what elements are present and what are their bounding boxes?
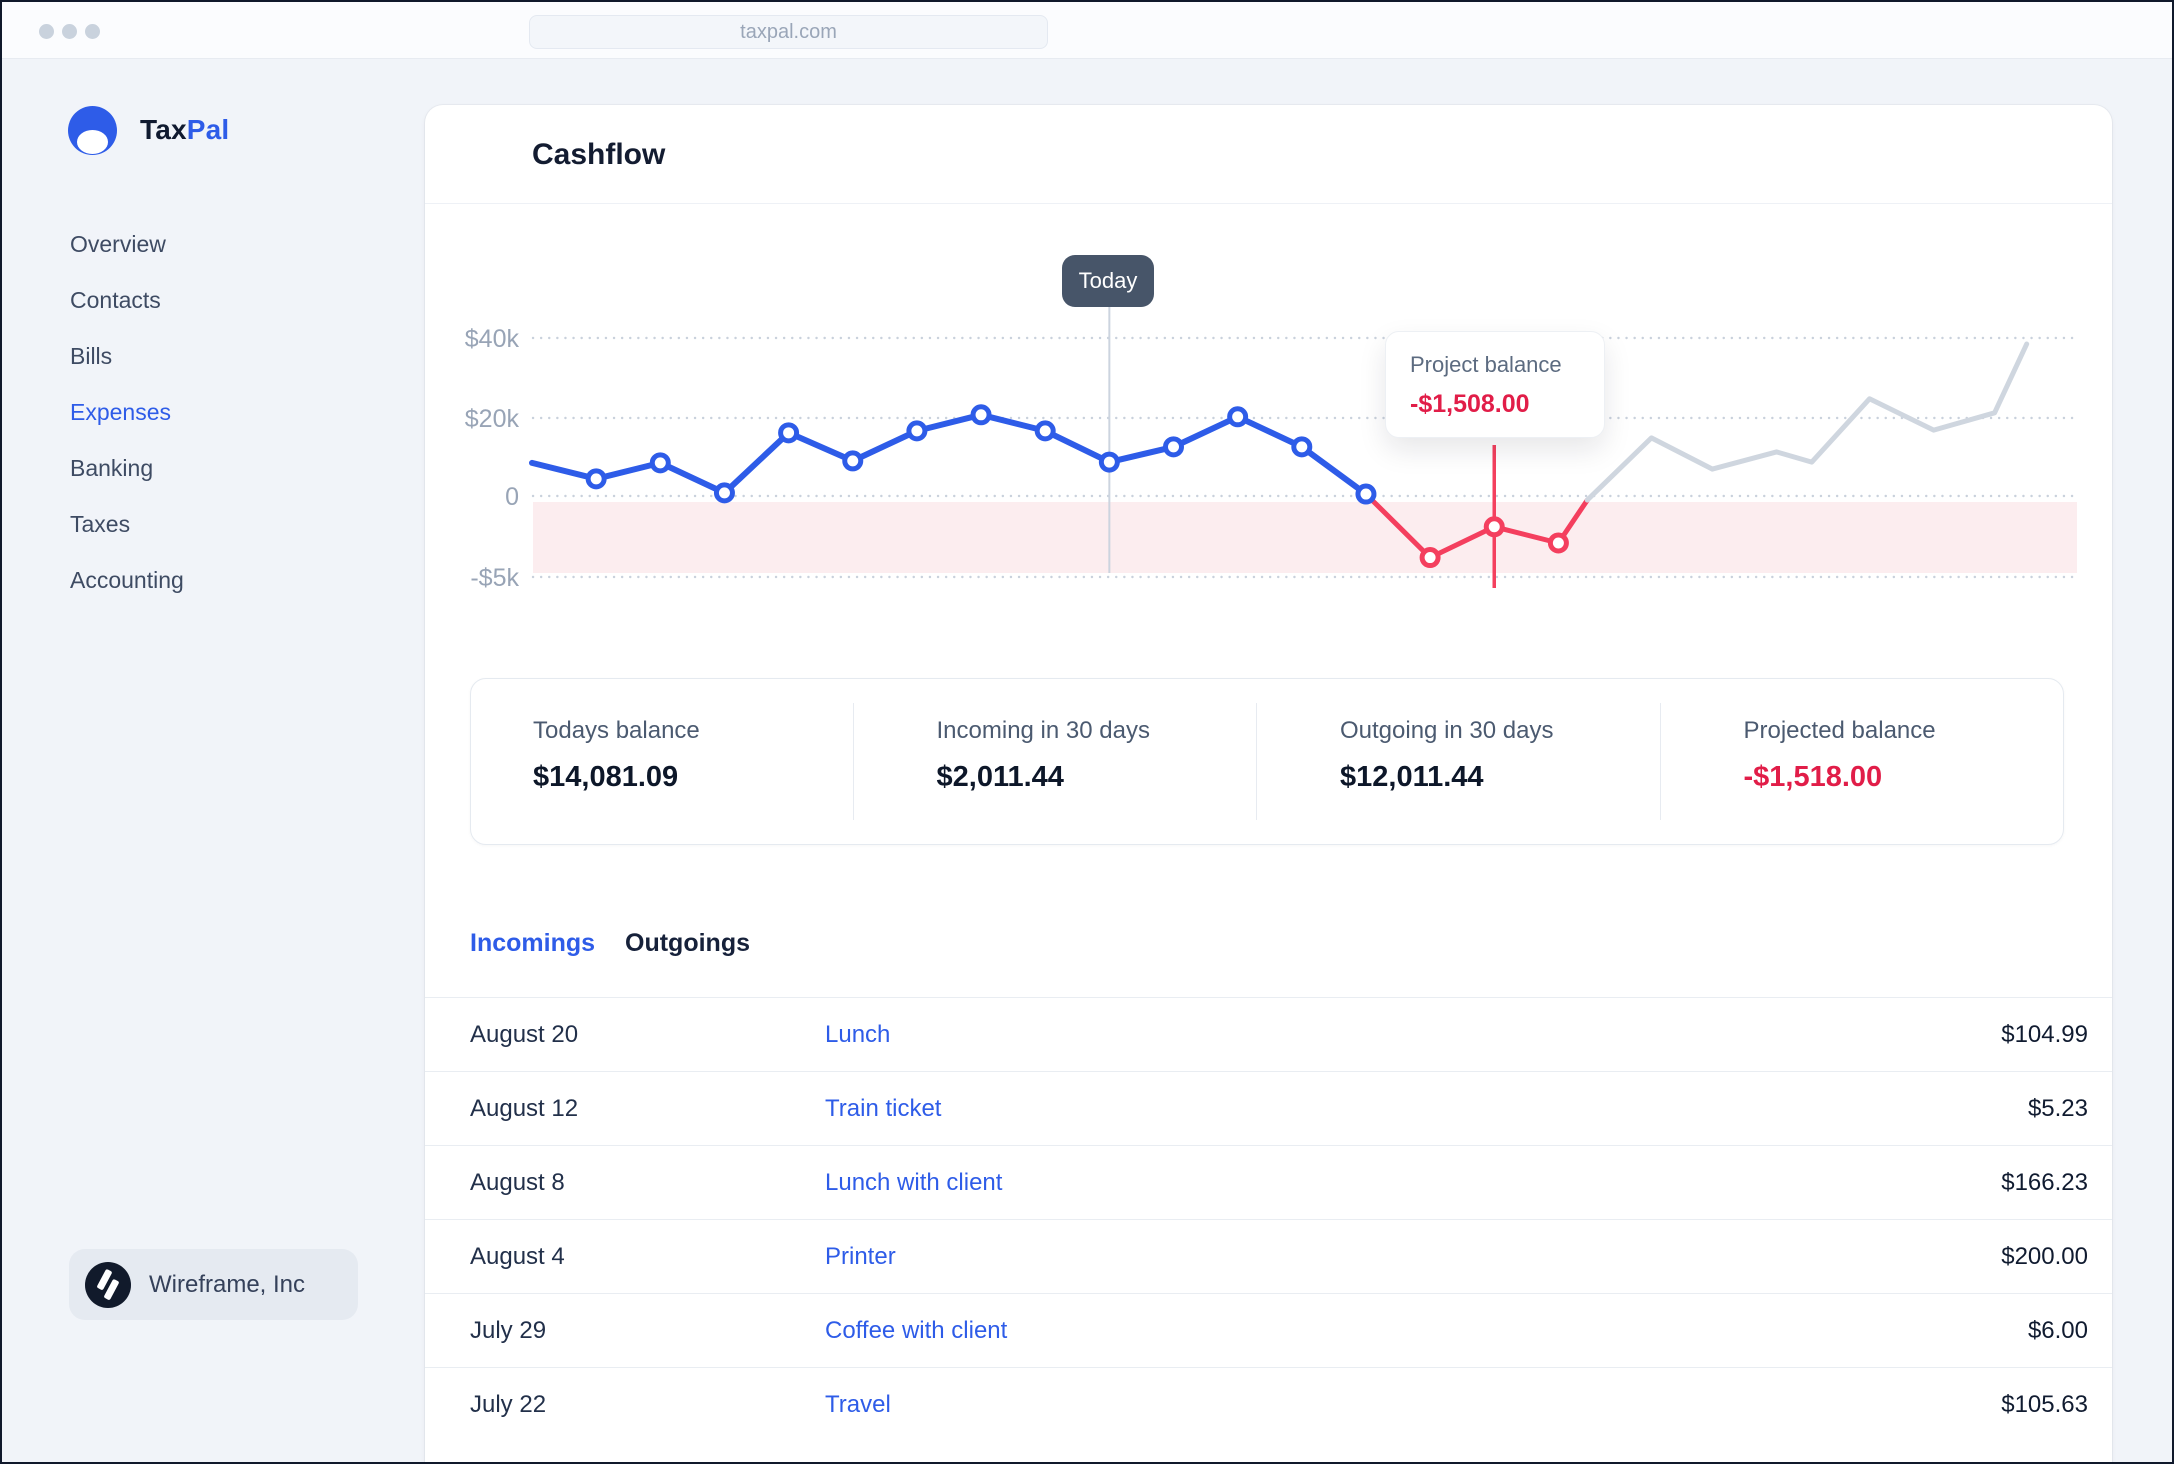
row-description-link[interactable]: Printer [825,1242,896,1270]
data-point[interactable] [1547,532,1569,554]
stat-value: $12,011.44 [1340,761,1484,793]
tooltip-value: -$1,508.00 [1410,390,1530,418]
taxpal-logo-icon[interactable] [68,106,117,155]
brand-name: TaxPal [140,114,229,146]
sidebar-nav: Overview Contacts Bills Expenses Banking Taxe… [70,230,184,622]
data-point[interactable] [1034,420,1056,442]
project-balance-tooltip: Project balance -$1,508.00 [1385,331,1605,438]
logo-bowl-shape [77,130,108,154]
stat-label: Projected balance [1743,717,1936,744]
transactions-table: August 20 Lunch $104.99 August 12 Train tick… [425,997,2112,1441]
stat-card: Incoming in 30 days $2,011.44 [852,679,1257,844]
data-point[interactable] [713,482,735,504]
row-description-link[interactable]: Train ticket [825,1094,942,1122]
brand-name-tax: Tax [140,114,187,145]
company-switcher[interactable]: Wireframe, Inc [69,1249,358,1320]
stat-card: Projected balance -$1,518.00 [1659,679,2064,844]
browser-topbar: taxpal.com [2,2,2172,59]
company-logo-icon [85,1261,131,1308]
series-history [529,411,1369,498]
row-amount: $166.23 [2001,1168,2088,1196]
data-point[interactable] [778,422,800,444]
data-point[interactable] [1227,406,1249,428]
window-control-icon[interactable] [85,24,100,39]
row-description-link[interactable]: Lunch with client [825,1168,1003,1196]
sidebar-item-banking[interactable]: Banking [70,455,154,481]
data-point[interactable] [1291,436,1313,458]
sidebar-item-accounting[interactable]: Accounting [70,567,184,593]
window-control-icon[interactable] [39,24,54,39]
row-date: August 8 [470,1168,565,1196]
row-amount: $6.00 [2027,1316,2088,1344]
today-badge: Today [1062,255,1154,307]
series-projection [1584,341,2030,503]
page-title: Cashflow [532,137,666,171]
row-date: July 22 [470,1390,547,1418]
stat-label: Outgoing in 30 days [1340,717,1554,744]
stat-value: $14,081.09 [533,761,679,793]
data-point[interactable] [1098,451,1120,473]
row-amount: $5.23 [2027,1094,2088,1122]
window-control-icon[interactable] [62,24,77,39]
table-row: July 22 Travel $105.63 [425,1367,2112,1441]
table-row: August 20 Lunch $104.99 [425,997,2112,1071]
y-tick-label: -$5k [470,564,519,592]
y-tick-label: $20k [465,405,520,433]
sidebar-item-taxes[interactable]: Taxes [70,511,131,537]
sidebar-item-expenses[interactable]: Expenses [70,399,172,425]
brand-name-pal: Pal [186,114,230,145]
table-row: August 8 Lunch with client $166.23 [425,1145,2112,1219]
tab-incomings[interactable]: Incomings [470,928,596,957]
row-description-link[interactable]: Travel [825,1390,891,1418]
address-bar[interactable]: taxpal.com [529,15,1048,49]
tooltip-title: Project balance [1410,352,1562,377]
y-tick-label: $40k [465,325,520,353]
data-point[interactable] [1355,483,1377,505]
company-name: Wireframe, Inc [149,1270,306,1298]
transactions-tabs: Incomings Outgoings [470,925,750,961]
data-point[interactable] [1483,516,1505,538]
data-point[interactable] [906,420,928,442]
sidebar-item-overview[interactable]: Overview [70,231,166,257]
data-point[interactable] [649,452,671,474]
y-tick-label: 0 [505,483,519,511]
table-row: August 4 Printer $200.00 [425,1219,2112,1293]
stat-value: -$1,518.00 [1743,761,1883,793]
stat-label: Todays balance [533,717,700,744]
sidebar-item-contacts[interactable]: Contacts [70,287,161,313]
stats-summary-bar: Todays balance $14,081.09 Incoming in 30 d… [470,678,2064,845]
cashflow-card: Cashflow $40k $20k 0 -$5k Today Project bal… [425,105,2112,1462]
row-date: August 4 [470,1242,565,1270]
cashflow-chart: $40k $20k 0 -$5k [465,307,2079,592]
stat-card: Outgoing in 30 days $12,011.44 [1256,679,1660,844]
row-date: August 12 [470,1094,579,1122]
address-bar-url: taxpal.com [740,20,837,43]
negative-band [533,502,2077,573]
stat-value: $2,011.44 [936,761,1064,793]
data-point[interactable] [1419,547,1441,569]
table-row: August 12 Train ticket $5.23 [425,1071,2112,1145]
window-controls [39,24,100,39]
row-date: August 20 [470,1020,579,1048]
sidebar-item-bills[interactable]: Bills [70,343,113,369]
stat-card: Todays balance $14,081.09 [471,679,853,844]
data-point[interactable] [585,468,607,490]
row-amount: $105.63 [2001,1390,2088,1418]
card-header: Cashflow [425,105,2112,204]
data-point[interactable] [970,404,992,426]
tab-outgoings[interactable]: Outgoings [625,928,750,957]
row-amount: $104.99 [2001,1020,2088,1048]
data-point[interactable] [1163,436,1184,458]
row-description-link[interactable]: Coffee with client [825,1316,1008,1344]
row-date: July 29 [470,1316,547,1344]
row-description-link[interactable]: Lunch [825,1020,891,1048]
data-point[interactable] [842,450,864,472]
row-amount: $200.00 [2001,1242,2088,1270]
table-row: July 29 Coffee with client $6.00 [425,1293,2112,1367]
stat-label: Incoming in 30 days [936,717,1150,744]
